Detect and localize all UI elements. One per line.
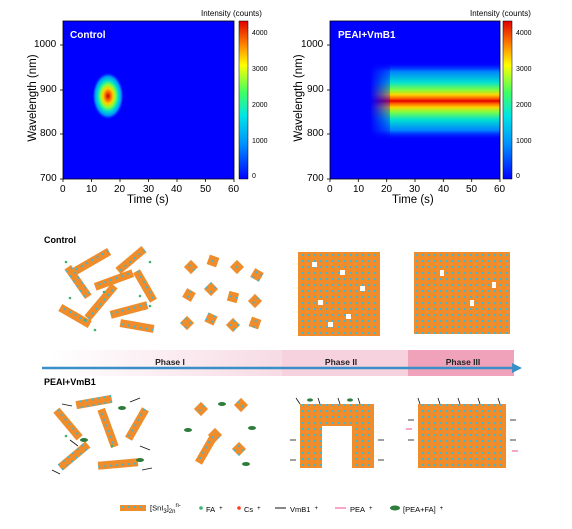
y-tick-label: 1000 — [301, 39, 324, 50]
plot-treated-svg — [327, 20, 513, 182]
y-ticks — [60, 44, 63, 180]
phase-bar — [42, 350, 522, 376]
x-tick-label: 40 — [171, 184, 183, 195]
legend-fa: FA + — [206, 504, 223, 514]
peafa-swatch — [390, 505, 400, 511]
y-tick-label: 800 — [40, 128, 57, 139]
x-tick-label: 50 — [200, 184, 212, 195]
control-phase2-mass — [298, 252, 380, 336]
colorbar-title: Intensity (counts) — [470, 9, 531, 18]
x-tick-label: 10 — [86, 184, 98, 195]
cb-tick: 3000 — [252, 66, 268, 73]
x-ticks — [62, 179, 235, 182]
legend-cs: Cs + — [244, 504, 261, 514]
treated-clusters — [184, 397, 256, 466]
y-tick-label: 900 — [40, 84, 57, 95]
phase-2-band — [282, 350, 408, 376]
phase-3-label: Phase III — [445, 357, 481, 367]
x-tick-label: 0 — [60, 184, 66, 195]
control-phase3-block — [414, 252, 510, 334]
plot-control-svg — [60, 20, 249, 182]
cb-tick: 3000 — [516, 66, 532, 73]
x-tick-label: 30 — [409, 184, 421, 195]
y-tick-label: 900 — [307, 84, 324, 95]
cb-tick: 4000 — [516, 30, 532, 37]
fa-dot — [199, 506, 203, 510]
cb-tick: 1000 — [252, 138, 268, 145]
cb-tick: 2000 — [252, 102, 268, 109]
colorbar-title: Intensity (counts) — [201, 9, 262, 18]
phase-3-band — [408, 350, 514, 376]
cb-tick: 1000 — [516, 138, 532, 145]
x-tick-label: 60 — [228, 184, 240, 195]
y-tick-label: 700 — [307, 173, 324, 184]
legend-vmb1: VmB1 + — [290, 504, 318, 514]
group-label-control: Control — [44, 235, 76, 245]
y-tick-label: 800 — [307, 128, 324, 139]
x-axis-title: Time (s) — [127, 194, 169, 206]
treated-phase2-arch — [290, 397, 384, 468]
treated-phase3-block — [406, 397, 518, 468]
plot-tag: PEAI+VmB1 — [338, 30, 396, 41]
cb-tick: 4000 — [252, 30, 268, 37]
emission-band — [370, 62, 500, 140]
y-ticks — [327, 44, 330, 180]
x-tick-label: 10 — [353, 184, 365, 195]
x-tick-label: 20 — [381, 184, 393, 195]
x-tick-label: 40 — [438, 184, 450, 195]
arrow-head-icon — [512, 363, 522, 373]
legend-sni3-text: [SnI3]2nn- — [150, 503, 181, 515]
legend-sni3: [SnI3]2nn- — [150, 503, 181, 515]
phase-1-label: Phase I — [155, 357, 185, 367]
octahedron-swatch — [120, 505, 146, 511]
cb-tick: 2000 — [516, 102, 532, 109]
legend-peafa: [PEA+FA] + — [403, 504, 444, 514]
plot-tag: Control — [70, 30, 106, 41]
cb-tick: 0 — [252, 173, 256, 180]
colorbar — [502, 20, 513, 180]
emission-spot — [92, 72, 124, 120]
x-tick-label: 0 — [327, 184, 333, 195]
group-label-treated: PEAI+VmB1 — [44, 377, 96, 387]
colorbar — [238, 20, 249, 180]
x-tick-label: 20 — [114, 184, 126, 195]
heatmap-background — [63, 21, 234, 179]
treated-phase1-cluster — [51, 394, 153, 475]
cs-dot — [237, 506, 241, 510]
x-tick-label: 50 — [466, 184, 478, 195]
x-tick-label: 30 — [143, 184, 155, 195]
legend-pea: PEA + — [350, 504, 373, 514]
y-tick-label: 1000 — [34, 39, 57, 50]
phase-2-label: Phase II — [324, 357, 358, 367]
x-ticks — [329, 179, 501, 182]
legend-swatches — [120, 505, 400, 511]
control-phase1-cluster — [58, 246, 157, 333]
control-clusters — [179, 254, 264, 333]
cb-tick: 0 — [516, 173, 520, 180]
y-tick-label: 700 — [40, 173, 57, 184]
x-tick-label: 60 — [494, 184, 506, 195]
x-axis-title: Time (s) — [392, 194, 434, 206]
phase-1-band — [50, 350, 282, 376]
